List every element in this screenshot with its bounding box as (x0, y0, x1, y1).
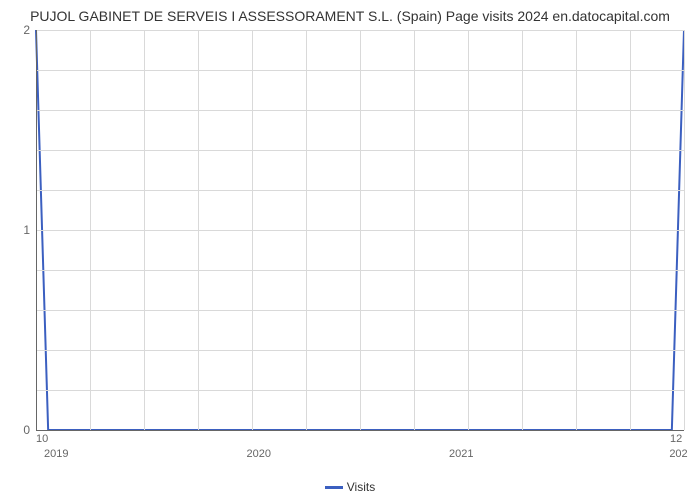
grid-line-v (306, 30, 307, 430)
ytick-label: 2 (23, 23, 30, 37)
x-axis-line (36, 430, 684, 431)
xtick-label: 2019 (44, 448, 68, 460)
plot-area: 0122019202020212021012 (36, 30, 684, 430)
grid-line-v (144, 30, 145, 430)
grid-line-v (414, 30, 415, 430)
grid-line-v (522, 30, 523, 430)
xtick-label: 2021 (449, 448, 473, 460)
grid-line-v (576, 30, 577, 430)
legend: Visits (0, 480, 700, 494)
ytick-label: 0 (23, 423, 30, 437)
grid-line-v (630, 30, 631, 430)
chart-title: PUJOL GABINET DE SERVEIS I ASSESSORAMENT… (0, 8, 700, 24)
grid-line-v (90, 30, 91, 430)
secondary-label-right: 12 (670, 433, 682, 445)
grid-line-v (684, 30, 685, 430)
grid-line-v (360, 30, 361, 430)
grid-line-v (198, 30, 199, 430)
legend-label: Visits (347, 480, 375, 494)
chart-container: PUJOL GABINET DE SERVEIS I ASSESSORAMENT… (0, 0, 700, 500)
legend-swatch (325, 486, 343, 489)
grid-line-v (252, 30, 253, 430)
grid-line-v (468, 30, 469, 430)
ytick-label: 1 (23, 223, 30, 237)
xtick-label-edge: 202 (669, 448, 687, 460)
y-axis-line (36, 30, 37, 430)
xtick-label: 2020 (247, 448, 271, 460)
secondary-label-left: 10 (36, 433, 48, 445)
